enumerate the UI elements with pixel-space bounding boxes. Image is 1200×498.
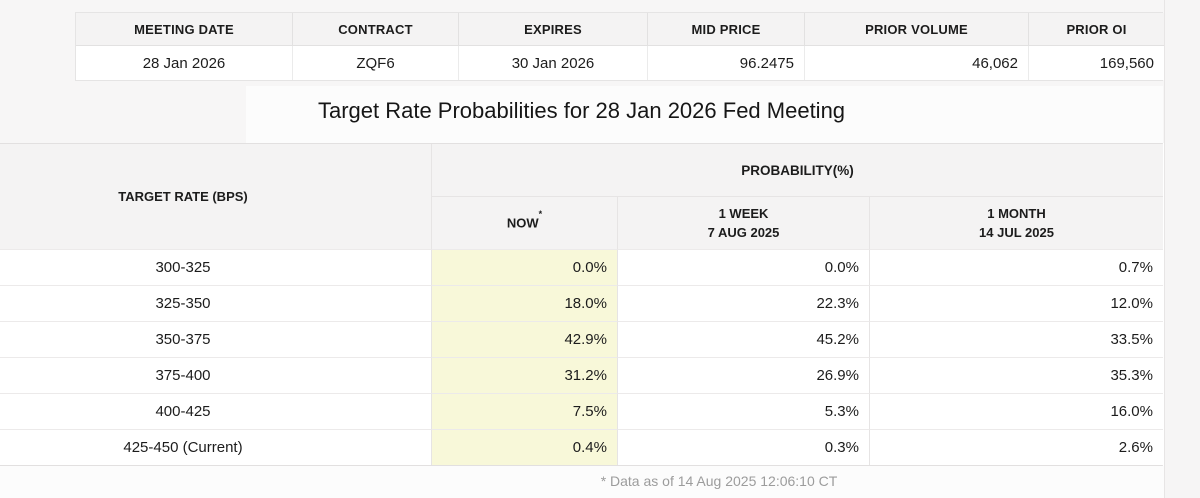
col-header-prior-oi: PRIOR OI (1029, 13, 1164, 46)
contract-summary-table: MEETING DATE CONTRACT EXPIRES MID PRICE … (75, 12, 1164, 81)
week-probability-cell: 0.0% (617, 249, 869, 285)
month-probability-cell: 12.0% (869, 285, 1163, 321)
col-header-contract: CONTRACT (293, 13, 459, 46)
page-title: Target Rate Probabilities for 28 Jan 202… (317, 98, 846, 123)
week-date: 7 AUG 2025 (707, 225, 780, 240)
rate-range-cell: 375-400 (0, 357, 431, 393)
col-header-1-week: 1 WEEK 7 AUG 2025 (617, 197, 869, 249)
now-probability-cell: 18.0% (431, 285, 617, 321)
month-date: 14 JUL 2025 (979, 225, 1054, 240)
col-header-1-month: 1 MONTH 14 JUL 2025 (869, 197, 1163, 249)
now-probability-cell: 31.2% (431, 357, 617, 393)
week-probability-cell: 22.3% (617, 285, 869, 321)
probability-group-header: PROBABILITY(%) (431, 144, 1163, 197)
mid-price-value: 96.2475 (648, 46, 805, 80)
title-band (246, 86, 1163, 143)
data-as-of-footnote: * Data as of 14 Aug 2025 12:06:10 CT (0, 466, 1200, 498)
now-probability-cell: 7.5% (431, 393, 617, 429)
prior-oi-value: 169,560 (1029, 46, 1164, 80)
meeting-date-value: 28 Jan 2026 (76, 46, 293, 80)
month-probability-cell: 33.5% (869, 321, 1163, 357)
rate-range-cell: 425-450 (Current) (0, 429, 431, 465)
now-probability-cell: 0.0% (431, 249, 617, 285)
target-rate-header: TARGET RATE (BPS) (0, 144, 431, 249)
week-probability-cell: 0.3% (617, 429, 869, 465)
rate-range-cell: 300-325 (0, 249, 431, 285)
top-section: MEETING DATE CONTRACT EXPIRES MID PRICE … (0, 0, 1200, 143)
col-header-mid-price: MID PRICE (648, 13, 805, 46)
now-asterisk: * (538, 209, 543, 220)
right-gutter (1164, 0, 1200, 498)
col-header-meeting-date: MEETING DATE (76, 13, 293, 46)
week-probability-cell: 26.9% (617, 357, 869, 393)
rate-range-cell: 325-350 (0, 285, 431, 321)
week-probability-cell: 5.3% (617, 393, 869, 429)
col-header-expires: EXPIRES (459, 13, 648, 46)
prior-volume-value: 46,062 (805, 46, 1029, 80)
month-probability-cell: 0.7% (869, 249, 1163, 285)
rate-range-cell: 400-425 (0, 393, 431, 429)
now-label: NOW (506, 215, 539, 231)
contract-value: ZQF6 (293, 46, 459, 80)
col-header-now: NOW* (431, 197, 617, 249)
expires-value: 30 Jan 2026 (459, 46, 648, 80)
month-probability-cell: 16.0% (869, 393, 1163, 429)
now-probability-cell: 42.9% (431, 321, 617, 357)
month-label: 1 MONTH (987, 205, 1046, 221)
month-probability-cell: 2.6% (869, 429, 1163, 465)
week-label: 1 WEEK (718, 205, 769, 221)
rate-range-cell: 350-375 (0, 321, 431, 357)
week-probability-cell: 45.2% (617, 321, 869, 357)
month-probability-cell: 35.3% (869, 357, 1163, 393)
now-probability-cell: 0.4% (431, 429, 617, 465)
probability-table: TARGET RATE (BPS) PROBABILITY(%) NOW* 1 … (0, 143, 1163, 466)
col-header-prior-volume: PRIOR VOLUME (805, 13, 1029, 46)
